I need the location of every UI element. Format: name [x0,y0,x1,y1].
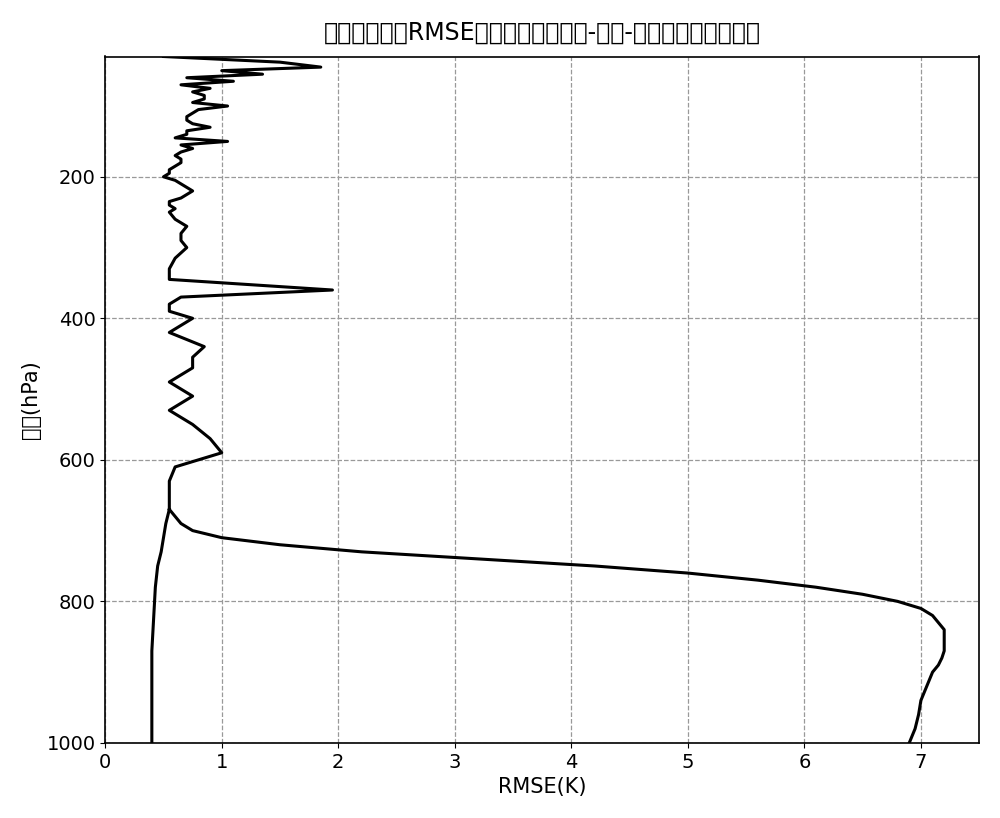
Title: 大气温度反演RMSE廓线（可见度函数-亮温-大气温度两步反演）: 大气温度反演RMSE廓线（可见度函数-亮温-大气温度两步反演） [324,20,761,45]
X-axis label: RMSE(K): RMSE(K) [498,777,586,798]
Y-axis label: 压强(hPa): 压强(hPa) [21,360,41,439]
